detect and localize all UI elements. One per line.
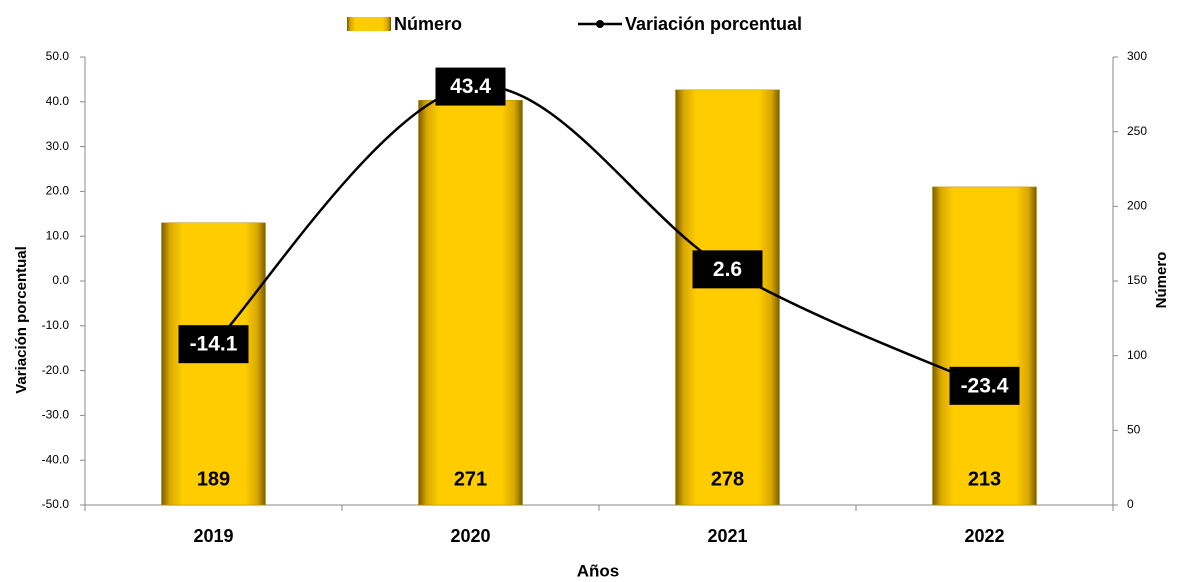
data-label-box <box>178 325 249 364</box>
x-tick-label: 2022 <box>964 526 1004 546</box>
bar-value-label: 213 <box>968 468 1001 490</box>
y2-tick-label: 250 <box>1127 124 1147 138</box>
y-tick-label: -40.0 <box>42 452 70 466</box>
y2-tick-label: 150 <box>1127 273 1147 287</box>
y-tick-label: -30.0 <box>42 408 70 422</box>
legend-swatch <box>347 17 391 31</box>
y2-axis-title: Número <box>1153 252 1170 309</box>
bar <box>932 186 1037 506</box>
x-tick-label: 2019 <box>193 526 233 546</box>
data-label: 43.4 <box>450 75 491 98</box>
bar-value-label: 189 <box>197 468 230 490</box>
y2-tick-label: 100 <box>1127 348 1147 362</box>
y-tick-label: -50.0 <box>42 497 70 511</box>
data-label: -14.1 <box>190 333 238 356</box>
bar-value-label: 271 <box>454 468 487 490</box>
data-label-box <box>692 250 763 289</box>
bar <box>161 222 266 506</box>
y2-tick-label: 300 <box>1127 49 1147 63</box>
bar-value-label: 278 <box>711 468 744 490</box>
y-tick-label: -10.0 <box>42 318 70 332</box>
x-axis-title: Años <box>577 561 620 580</box>
legend-label: Número <box>394 14 462 34</box>
y-tick-label: 40.0 <box>46 94 70 108</box>
data-label-box <box>435 67 506 106</box>
bar <box>675 89 780 506</box>
y-tick-label: 30.0 <box>46 139 70 153</box>
y2-tick-label: 0 <box>1127 497 1134 511</box>
line <box>212 84 986 387</box>
y-tick-label: -20.0 <box>42 363 70 377</box>
data-label: 2.6 <box>713 258 742 281</box>
legend-label: Variación porcentual <box>625 14 802 34</box>
y-tick-label: 10.0 <box>46 228 70 242</box>
x-tick-label: 2021 <box>707 526 747 546</box>
y-axis-title: Variación porcentual <box>13 246 30 394</box>
data-label-box <box>949 366 1020 405</box>
legend-marker <box>596 20 604 28</box>
x-tick-label: 2020 <box>450 526 490 546</box>
y2-tick-label: 50 <box>1127 423 1141 437</box>
y-tick-label: 20.0 <box>46 184 70 198</box>
y-tick-label: 0.0 <box>52 273 69 287</box>
y-tick-label: 50.0 <box>46 49 70 63</box>
bar <box>418 100 523 506</box>
y2-tick-label: 200 <box>1127 199 1147 213</box>
data-label: -23.4 <box>961 374 1009 397</box>
